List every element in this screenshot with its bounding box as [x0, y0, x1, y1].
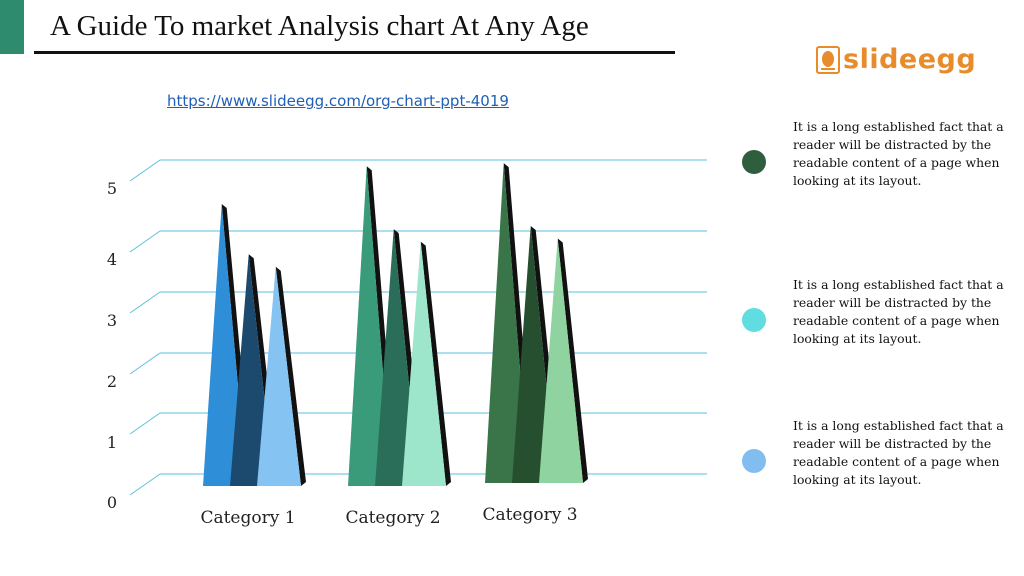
corner-accent-bar: [0, 0, 24, 54]
pyramid-bar-shadow: [557, 238, 588, 483]
title-underline: [34, 51, 675, 54]
legend-item: It is a long established fact that a rea…: [742, 118, 1012, 188]
logo-text: slideegg: [843, 44, 977, 75]
x-category-label: Category 3: [482, 505, 577, 525]
legend-text: It is a long established fact that a rea…: [793, 277, 1004, 346]
legend-item: It is a long established fact that a rea…: [742, 276, 1012, 346]
y-tick-label: 5: [107, 179, 117, 198]
legend-dot: [742, 308, 766, 332]
gridline-diagonal: [129, 352, 161, 375]
y-tick-label: 2: [107, 372, 117, 391]
y-tick-label: 1: [107, 433, 117, 452]
gridline-diagonal: [129, 412, 161, 435]
slide-title: A Guide To market Analysis chart At Any …: [50, 10, 589, 42]
pyramid-bar: [539, 238, 583, 483]
slideegg-logo: slideegg: [816, 44, 976, 75]
source-link[interactable]: https://www.slideegg.com/org-chart-ppt-4…: [167, 92, 509, 110]
pyramid-bar: [257, 266, 301, 486]
legend-dot: [742, 449, 766, 473]
gridline-diagonal: [129, 230, 161, 253]
legend-item: It is a long established fact that a rea…: [742, 417, 1012, 487]
y-tick-label: 3: [107, 311, 117, 330]
pyramid-bar: [402, 241, 446, 486]
gridline-diagonal: [129, 159, 161, 182]
legend-dot: [742, 150, 766, 174]
y-tick-label: 0: [107, 493, 117, 512]
pyramid-bar-shadow: [275, 266, 306, 486]
y-tick-label: 4: [107, 250, 117, 269]
gridline-diagonal: [129, 291, 161, 314]
x-category-label: Category 1: [200, 508, 295, 528]
pyramid-bar-shadow: [420, 241, 451, 486]
legend-text: It is a long established fact that a rea…: [793, 418, 1004, 487]
logo-icon: [816, 45, 840, 74]
x-category-label: Category 2: [345, 508, 440, 528]
legend-text: It is a long established fact that a rea…: [793, 119, 1004, 188]
gridline-diagonal: [129, 473, 161, 496]
